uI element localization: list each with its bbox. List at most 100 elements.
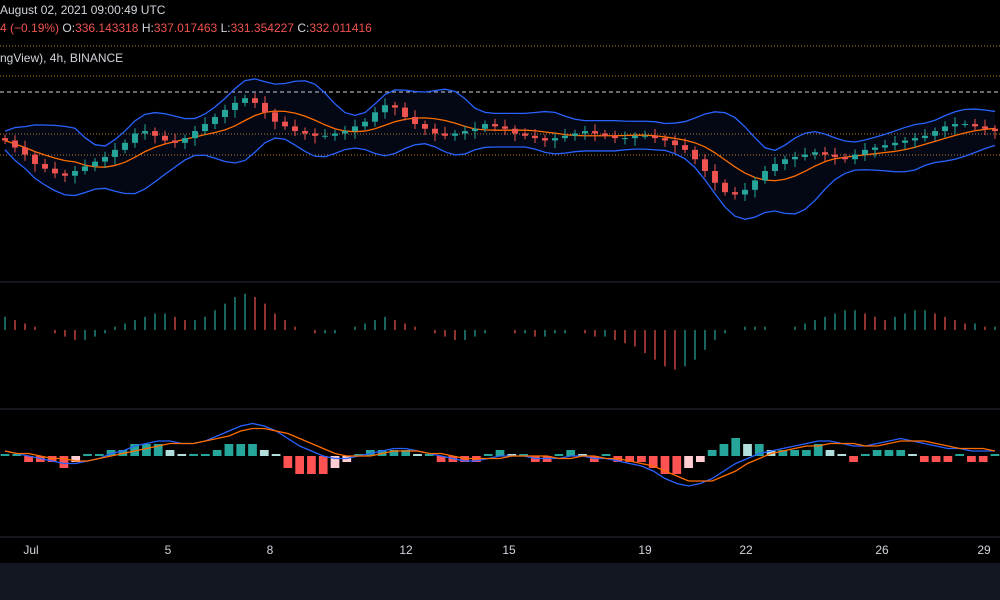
candle-body	[502, 126, 508, 129]
macd-histogram-bar	[955, 454, 965, 456]
candle-body	[162, 135, 168, 141]
x-tick: 8	[266, 543, 274, 557]
macd-histogram-bar	[707, 450, 717, 456]
price-chart[interactable]	[0, 0, 1000, 563]
candle-body	[472, 128, 478, 132]
macd-histogram-bar	[695, 456, 705, 462]
macd-histogram-bar	[601, 454, 611, 456]
bottom-toolbar	[0, 563, 1000, 600]
candle	[962, 120, 968, 128]
candle-body	[902, 140, 908, 143]
macd-histogram-bar	[483, 454, 493, 456]
candle	[42, 158, 48, 173]
candle-body	[362, 121, 368, 127]
macd-histogram-bar	[519, 454, 528, 456]
chart-header: August 02, 2021 09:00:49 UTC 4 (−0.19%) …	[0, 0, 1000, 80]
candle-body	[552, 138, 558, 141]
candle-body	[532, 135, 538, 139]
candle	[102, 151, 108, 168]
candle	[442, 126, 448, 140]
macd-histogram-bar	[719, 444, 729, 456]
candle	[412, 110, 418, 129]
candle-body	[492, 124, 498, 127]
candle	[482, 120, 488, 133]
candle	[212, 113, 218, 129]
candle-body	[422, 124, 428, 129]
low-value: 331.354227	[230, 21, 294, 35]
macd-histogram-bar	[83, 454, 92, 456]
candle-body	[662, 138, 668, 141]
candle	[252, 93, 258, 108]
macd-histogram-bar	[990, 454, 1000, 456]
macd-histogram-bar	[354, 454, 363, 456]
macd-histogram-bar	[802, 450, 811, 456]
candle-body	[962, 124, 968, 126]
candle	[472, 121, 478, 139]
macd-histogram-bar	[165, 450, 175, 456]
candle-body	[332, 133, 338, 136]
candle	[382, 98, 388, 119]
candle-body	[132, 133, 138, 143]
macd-histogram-bar	[436, 456, 446, 462]
macd-histogram-bar	[401, 450, 411, 456]
candle-body	[432, 128, 438, 134]
macd-line	[4, 422, 995, 487]
candle-body	[922, 135, 928, 139]
x-tick: 22	[739, 543, 753, 557]
candle-body	[352, 126, 358, 132]
candle-body	[392, 105, 398, 108]
candle-body	[382, 105, 388, 113]
macd-histogram-bar	[71, 456, 81, 462]
candle	[502, 119, 508, 136]
candle	[462, 125, 468, 140]
macd-histogram-bar	[837, 454, 847, 456]
candle	[682, 138, 688, 154]
candle	[822, 147, 828, 161]
candle	[582, 125, 588, 140]
macd-histogram-bar	[660, 456, 670, 474]
candle-body	[12, 140, 18, 148]
candle	[872, 144, 878, 158]
macd-histogram-bar	[684, 456, 693, 468]
price-guides	[0, 45, 1000, 156]
candle-body	[582, 131, 588, 134]
macd-histogram-bar	[259, 450, 269, 456]
macd-histogram-bar	[778, 450, 788, 456]
x-tick: 5	[164, 543, 172, 557]
candle-body	[892, 142, 898, 146]
candle	[662, 134, 668, 147]
candle-body	[442, 133, 448, 136]
candle	[222, 104, 228, 124]
macd-histogram-bar	[967, 456, 976, 462]
candle	[592, 124, 598, 142]
candle-body	[92, 161, 98, 167]
candle-body	[462, 131, 468, 134]
macd-histogram-bar	[754, 444, 764, 456]
macd-histogram-bar	[12, 454, 22, 456]
candle-body	[272, 112, 278, 122]
candle-body	[412, 116, 418, 125]
candle	[142, 124, 148, 140]
macd-histogram-bar	[507, 454, 517, 456]
candle	[802, 147, 808, 161]
time-axis[interactable]: Jul 5 8 12 15 19 22 26 29	[0, 537, 1000, 562]
candle	[432, 123, 438, 142]
x-tick: Jul	[23, 543, 39, 557]
open-label: O:	[62, 21, 76, 35]
candle	[192, 125, 198, 146]
candle-body	[62, 173, 68, 176]
candle-body	[672, 140, 678, 146]
candle	[272, 108, 278, 130]
macd-histogram-bar	[908, 454, 917, 456]
candle	[572, 129, 578, 141]
macd-histogram-bar	[130, 444, 140, 456]
candle-body	[832, 154, 838, 157]
candle-body	[482, 124, 488, 129]
candle	[692, 146, 698, 165]
candle	[512, 125, 518, 142]
candle-body	[802, 154, 808, 157]
macd-histogram-bar	[212, 450, 222, 456]
candle	[602, 129, 608, 140]
candle	[262, 96, 268, 119]
macd-histogram-bar	[648, 456, 658, 468]
